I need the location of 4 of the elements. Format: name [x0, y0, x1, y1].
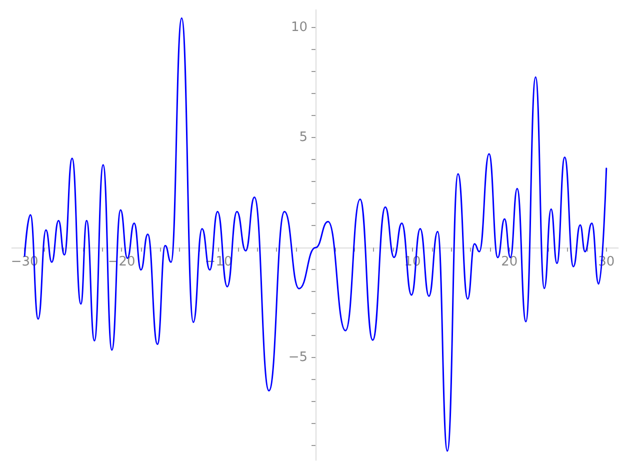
y-tick-label: 5 — [299, 130, 308, 146]
x-tick-label: 20 — [501, 254, 518, 270]
y-tick-label: 10 — [290, 20, 308, 36]
y-tick-label: −5 — [288, 350, 308, 366]
